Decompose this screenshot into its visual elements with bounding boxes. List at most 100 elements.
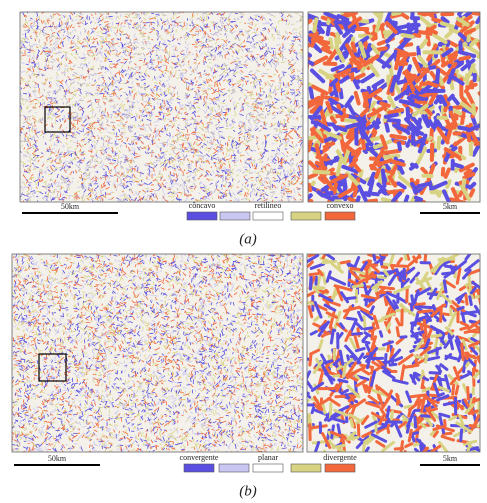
texture-stroke — [209, 193, 210, 195]
texture-stroke — [105, 61, 106, 62]
texture-stroke — [300, 84, 301, 85]
texture-stroke — [282, 54, 283, 57]
texture-stroke — [165, 154, 166, 155]
texture-stroke — [215, 99, 216, 100]
texture-stroke — [259, 175, 260, 176]
texture-stroke — [23, 126, 25, 127]
texture-stroke — [38, 63, 39, 66]
texture-stroke — [153, 136, 154, 138]
texture-stroke — [100, 132, 102, 133]
texture-stroke — [288, 64, 290, 65]
texture-stroke — [182, 175, 184, 176]
texture-stroke — [66, 138, 67, 139]
texture-stroke — [129, 183, 130, 184]
texture-stroke — [282, 88, 283, 90]
texture-stroke — [57, 140, 58, 141]
texture-stroke — [297, 138, 299, 139]
texture-stroke — [222, 109, 223, 112]
texture-stroke — [200, 187, 204, 188]
texture-stroke — [221, 184, 222, 186]
texture-stroke — [219, 122, 220, 123]
texture-stroke — [217, 171, 218, 172]
texture-stroke — [215, 145, 217, 146]
texture-stroke — [276, 137, 278, 138]
texture-stroke — [196, 54, 197, 55]
texture-stroke — [147, 201, 149, 202]
texture-stroke — [30, 93, 31, 94]
texture-stroke — [247, 92, 251, 93]
texture-stroke — [208, 128, 209, 132]
texture-stroke — [184, 194, 185, 195]
texture-stroke — [111, 27, 112, 31]
texture-stroke — [23, 81, 24, 82]
texture-stroke — [303, 24, 306, 25]
texture-stroke — [206, 14, 210, 15]
texture-stroke — [145, 58, 146, 60]
texture-stroke — [268, 104, 269, 105]
texture-stroke — [241, 13, 242, 14]
texture-stroke — [124, 162, 125, 163]
texture-stroke — [255, 86, 256, 88]
texture-stroke — [47, 68, 48, 69]
texture-stroke — [263, 194, 264, 195]
texture-stroke — [62, 182, 63, 183]
texture-stroke — [105, 72, 106, 73]
texture-stroke — [223, 152, 224, 154]
texture-stroke — [257, 94, 258, 96]
texture-stroke — [152, 29, 153, 31]
texture-stroke — [217, 163, 220, 164]
texture-stroke — [229, 165, 230, 168]
texture-stroke — [88, 54, 89, 55]
texture-stroke — [288, 181, 290, 182]
texture-stroke — [277, 108, 279, 109]
texture-stroke — [130, 127, 132, 128]
texture-stroke — [281, 187, 282, 189]
texture-stroke — [30, 66, 31, 68]
texture-stroke — [184, 147, 186, 148]
texture-stroke — [103, 139, 104, 142]
texture-stroke — [206, 17, 207, 21]
texture-stroke — [97, 150, 98, 153]
texture-stroke — [208, 49, 209, 51]
texture-stroke — [161, 185, 162, 188]
texture-stroke — [229, 96, 230, 97]
texture-stroke — [81, 63, 82, 65]
texture-stroke — [217, 157, 219, 158]
texture-stroke — [207, 123, 210, 124]
texture-stroke — [92, 150, 93, 153]
texture-stroke — [192, 35, 196, 36]
texture-stroke — [62, 88, 63, 89]
texture-stroke — [261, 108, 262, 109]
texture-stroke — [147, 103, 151, 104]
texture-stroke — [67, 105, 68, 106]
texture-stroke — [241, 46, 243, 47]
texture-stroke — [210, 40, 213, 41]
texture-stroke — [217, 128, 218, 129]
texture-stroke — [58, 90, 60, 91]
texture-stroke — [245, 169, 247, 170]
texture-stroke — [222, 107, 223, 109]
texture-stroke — [108, 42, 109, 43]
texture-stroke — [93, 135, 94, 136]
texture-stroke — [223, 186, 225, 187]
texture-stroke — [33, 81, 35, 82]
texture-stroke — [155, 190, 158, 191]
texture-stroke — [101, 190, 104, 191]
texture-stroke — [147, 191, 148, 192]
texture-stroke — [176, 110, 177, 111]
texture-stroke — [90, 139, 92, 140]
texture-stroke — [51, 62, 54, 63]
texture-stroke — [182, 135, 184, 136]
texture-stroke — [278, 59, 279, 61]
texture-stroke — [97, 156, 98, 158]
texture-stroke — [234, 179, 235, 180]
texture-stroke — [53, 93, 54, 94]
texture-stroke — [131, 102, 134, 103]
texture-stroke — [204, 93, 205, 94]
texture-stroke — [260, 171, 263, 172]
texture-stroke — [63, 165, 64, 166]
texture-stroke — [271, 168, 272, 171]
texture-stroke — [29, 157, 30, 158]
texture-stroke — [189, 150, 190, 152]
